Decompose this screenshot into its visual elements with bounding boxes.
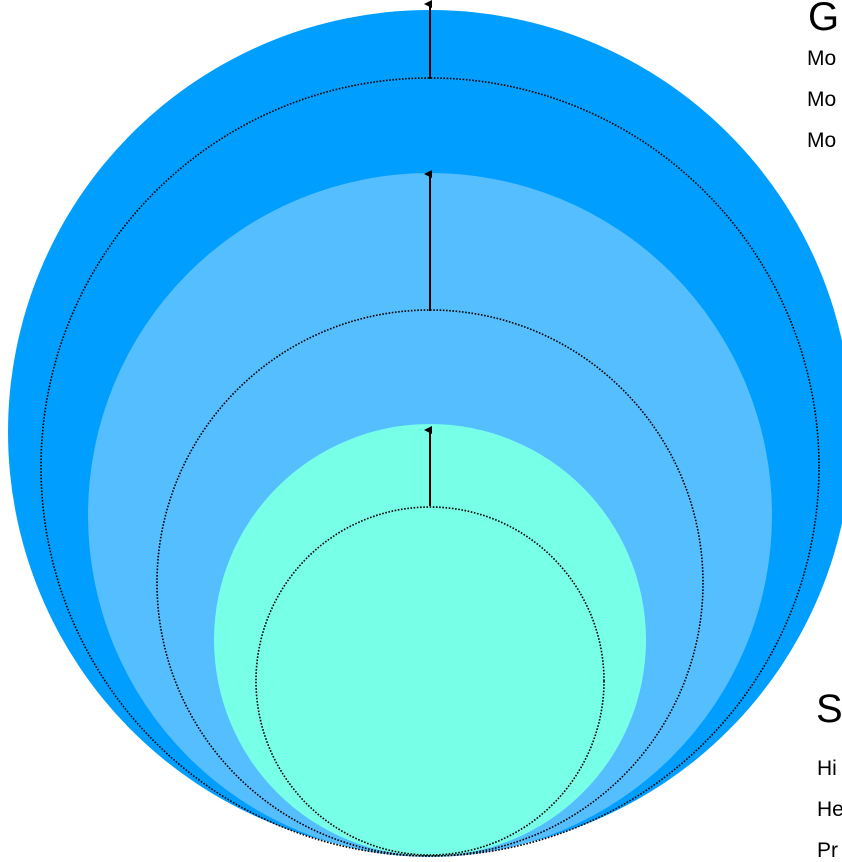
bottom-text-line-1: Hi [817,757,837,780]
bottom-text-line-3: Pr [817,839,838,862]
inner-circle [214,424,646,856]
middle-dotted-circle [156,309,704,857]
top-text-line-2: Mo [807,88,837,111]
top-text-line-3: Mo [807,129,837,152]
outer-dotted-circle [40,77,820,857]
bottom-text-line-2: He [817,798,842,821]
top-text-line-1: Mo [807,47,837,70]
top-heading: G [808,0,840,39]
bottom-heading: S [816,687,842,731]
inner-dotted-circle [255,506,605,856]
